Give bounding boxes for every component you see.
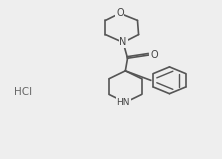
Text: HCl: HCl bbox=[14, 87, 32, 97]
Text: N: N bbox=[119, 38, 127, 47]
Text: O: O bbox=[150, 50, 158, 60]
Text: O: O bbox=[116, 8, 124, 18]
Text: HN: HN bbox=[116, 98, 130, 107]
